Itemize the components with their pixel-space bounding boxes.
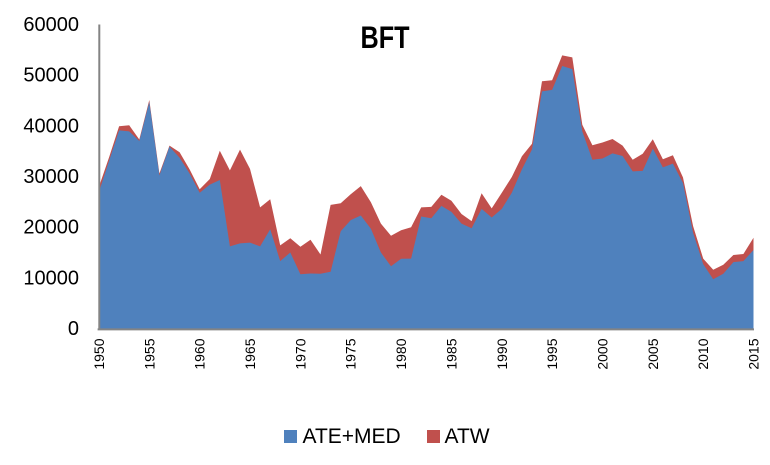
svg-text:20000: 20000: [23, 217, 79, 239]
svg-text:10000: 10000: [23, 267, 79, 289]
svg-text:1970: 1970: [292, 338, 308, 369]
svg-text:1965: 1965: [242, 338, 258, 369]
svg-text:1960: 1960: [192, 338, 208, 369]
svg-text:30000: 30000: [23, 166, 79, 188]
svg-text:50000: 50000: [23, 65, 79, 87]
svg-text:1985: 1985: [443, 338, 459, 369]
svg-text:1950: 1950: [91, 338, 107, 369]
svg-text:40000: 40000: [23, 115, 79, 137]
svg-text:1975: 1975: [343, 338, 359, 369]
svg-text:60000: 60000: [23, 14, 79, 36]
svg-text:ATW: ATW: [445, 425, 490, 448]
svg-text:2010: 2010: [695, 338, 711, 369]
svg-text:1995: 1995: [544, 338, 560, 369]
svg-text:2000: 2000: [595, 338, 611, 369]
svg-text:1955: 1955: [141, 338, 157, 369]
svg-text:BFT: BFT: [361, 19, 410, 55]
svg-text:1980: 1980: [393, 338, 409, 369]
svg-text:ATE+MED: ATE+MED: [303, 425, 401, 448]
svg-text:0: 0: [68, 318, 79, 340]
svg-text:1990: 1990: [494, 338, 510, 369]
svg-text:2015: 2015: [746, 338, 762, 369]
svg-text:2005: 2005: [645, 338, 661, 369]
